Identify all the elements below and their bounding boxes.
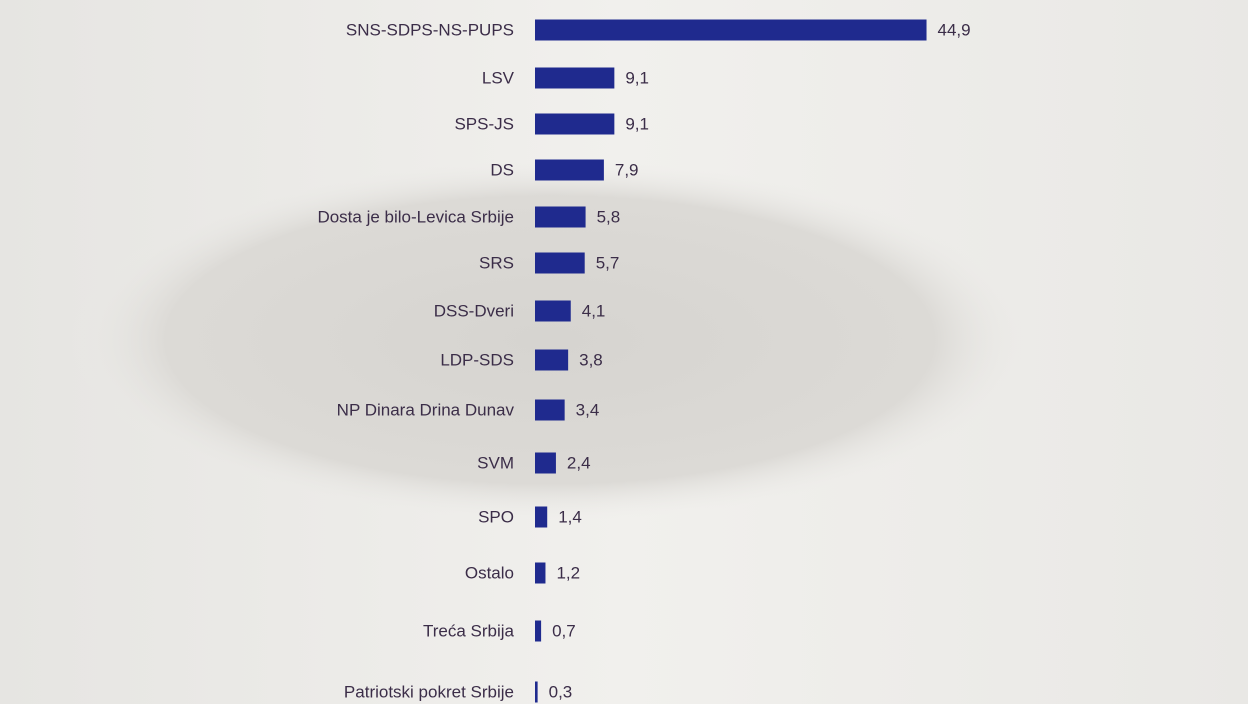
category-label: DS xyxy=(490,160,514,179)
category-label: LDP-SDS xyxy=(440,350,514,369)
value-label: 2,4 xyxy=(567,453,591,472)
category-label: SPS-JS xyxy=(454,114,514,133)
bar xyxy=(535,206,586,228)
category-label: Patriotski pokret Srbije xyxy=(344,682,514,701)
category-label: SRS xyxy=(479,253,514,272)
bar xyxy=(535,506,548,528)
value-label: 44,9 xyxy=(938,20,971,39)
bar xyxy=(535,159,604,181)
category-label: SVM xyxy=(477,453,514,472)
value-label: 3,8 xyxy=(579,350,603,369)
bar xyxy=(535,681,538,703)
bar xyxy=(535,399,565,421)
bar xyxy=(535,300,571,322)
bar xyxy=(535,113,615,135)
category-label: NP Dinara Drina Dunav xyxy=(337,400,515,419)
value-label: 4,1 xyxy=(582,301,606,320)
value-label: 7,9 xyxy=(615,160,639,179)
value-label: 9,1 xyxy=(625,114,649,133)
bar xyxy=(535,252,585,274)
bar xyxy=(535,620,542,642)
category-label: LSV xyxy=(482,68,515,87)
bar xyxy=(535,562,546,584)
value-label: 3,4 xyxy=(576,400,600,419)
value-label: 5,8 xyxy=(597,207,621,226)
category-label: Dosta je bilo-Levica Srbije xyxy=(317,207,514,226)
category-label: Treća Srbija xyxy=(423,621,515,640)
value-label: 5,7 xyxy=(596,253,620,272)
bar xyxy=(535,19,927,41)
category-label: Ostalo xyxy=(465,563,514,582)
bar xyxy=(535,452,556,474)
bar xyxy=(535,67,615,89)
value-label: 1,4 xyxy=(558,507,582,526)
value-label: 1,2 xyxy=(556,563,580,582)
bar xyxy=(535,349,569,371)
category-label: DSS-Dveri xyxy=(434,301,514,320)
value-label: 0,3 xyxy=(549,682,573,701)
value-label: 0,7 xyxy=(552,621,576,640)
category-label: SPO xyxy=(478,507,514,526)
background-shadow xyxy=(70,160,1030,520)
value-label: 9,1 xyxy=(625,68,649,87)
category-label: SNS-SDPS-NS-PUPS xyxy=(346,20,514,39)
